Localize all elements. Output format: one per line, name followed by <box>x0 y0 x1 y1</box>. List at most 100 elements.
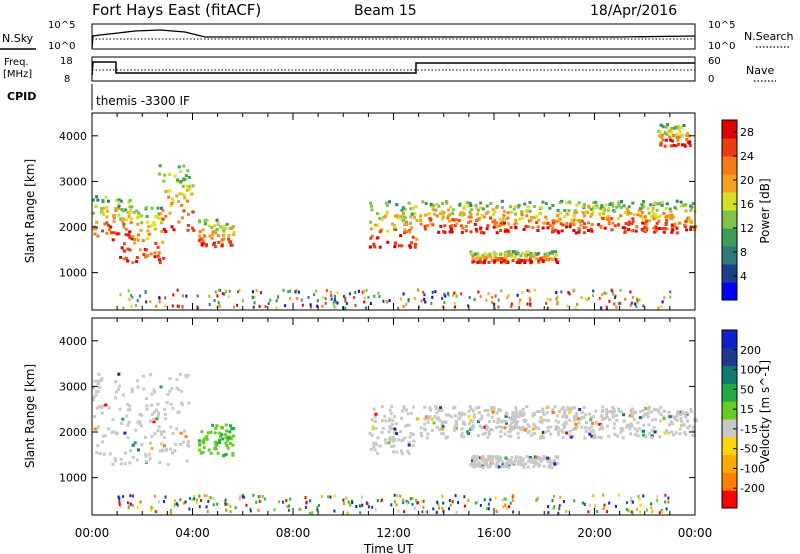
echo-cell <box>361 503 364 507</box>
echo-cell <box>428 217 432 221</box>
echo-cell <box>560 428 564 432</box>
echo-cell <box>233 305 235 309</box>
echo-cell <box>691 202 695 206</box>
echo-cell <box>369 245 373 249</box>
echo-cell <box>395 432 399 436</box>
echo-cell <box>503 497 506 501</box>
echo-cell <box>370 433 374 437</box>
echo-cell <box>168 173 172 176</box>
echo-cell <box>557 426 561 430</box>
echo-cell <box>112 220 116 224</box>
echo-cell <box>445 201 449 205</box>
echo-cell <box>617 407 620 411</box>
echo-cell <box>449 503 452 507</box>
echo-cell <box>591 429 595 433</box>
echo-cell <box>642 494 645 498</box>
echo-cell <box>532 465 536 468</box>
echo-cell <box>115 232 119 236</box>
echo-cell <box>650 410 653 414</box>
echo-cell <box>521 291 524 295</box>
echo-cell <box>156 254 160 258</box>
echo-cell <box>689 219 693 223</box>
echo-cell <box>440 209 444 213</box>
echo-cell <box>181 192 185 196</box>
echo-cell <box>521 426 525 429</box>
echo-cell <box>510 460 514 464</box>
colorbar-tick-label: -200 <box>740 482 765 495</box>
echo-cell <box>487 261 491 264</box>
echo-cell <box>675 126 679 130</box>
echo-cell <box>385 213 389 216</box>
echo-cell <box>305 505 307 509</box>
echo-cell <box>131 455 135 459</box>
echo-cell <box>665 227 669 231</box>
echo-cell <box>638 298 641 302</box>
echo-cell <box>384 441 388 445</box>
echo-cell <box>551 499 554 503</box>
echo-cell <box>422 505 425 509</box>
echo-cell <box>120 246 124 250</box>
echo-cell <box>668 423 671 427</box>
echo-cell <box>422 290 425 294</box>
colorbar-tick-label: -100 <box>740 462 765 475</box>
echo-cell <box>570 218 574 222</box>
echo-cell <box>158 300 161 304</box>
echo-cell <box>387 441 391 445</box>
echo-cell <box>573 214 576 218</box>
echo-cell <box>241 493 244 497</box>
echo-cell <box>452 293 454 297</box>
echo-cell <box>373 245 377 249</box>
echo-cell <box>514 406 518 410</box>
echo-cell <box>390 445 394 449</box>
echo-cell <box>520 210 524 214</box>
echo-cell <box>413 245 417 249</box>
colorbar-swatch <box>722 138 737 157</box>
echo-cell <box>408 244 412 248</box>
echo-cell <box>158 258 162 262</box>
echo-cell <box>204 436 207 440</box>
echo-cell <box>556 213 560 217</box>
echo-cell <box>507 222 511 226</box>
time-axis-title: Time UT <box>363 542 414 554</box>
echo-cell <box>483 409 487 412</box>
echo-cell <box>577 230 581 234</box>
echo-cell <box>335 300 338 304</box>
echo-cell <box>603 226 607 230</box>
echo-cell <box>156 245 160 249</box>
echo-cell <box>221 292 224 296</box>
echo-cell <box>225 444 229 447</box>
echo-cell <box>333 294 336 298</box>
echo-cell <box>495 411 499 415</box>
echo-cell <box>157 411 161 415</box>
echo-cell <box>112 231 116 235</box>
echo-cell <box>150 435 154 439</box>
colorbar-tick-label: 4 <box>740 270 747 283</box>
echo-cell <box>218 441 222 444</box>
echo-cell <box>223 500 226 504</box>
echo-cell <box>96 379 100 383</box>
y-tick-label: 3000 <box>59 175 87 188</box>
echo-cell <box>232 230 236 234</box>
echo-cell <box>403 207 407 211</box>
echo-cell <box>519 254 523 258</box>
echo-cell <box>611 204 615 208</box>
echo-cell <box>529 253 533 257</box>
echo-cell <box>370 227 373 231</box>
echo-cell <box>413 215 417 219</box>
echo-cell <box>201 451 205 454</box>
echo-cell <box>573 426 577 430</box>
echo-cell <box>679 204 683 208</box>
echo-cell <box>546 405 550 409</box>
echo-cell <box>514 408 518 412</box>
echo-cell <box>110 231 113 235</box>
echo-cell <box>433 415 437 418</box>
echo-cell <box>118 503 121 506</box>
echo-cell <box>128 199 132 202</box>
echo-cell <box>493 306 496 310</box>
echo-cell <box>468 201 472 205</box>
echo-cell <box>670 226 674 229</box>
echo-cell <box>531 457 535 461</box>
echo-cell <box>145 397 148 401</box>
echo-cell <box>410 212 414 216</box>
echo-cell <box>205 434 209 438</box>
